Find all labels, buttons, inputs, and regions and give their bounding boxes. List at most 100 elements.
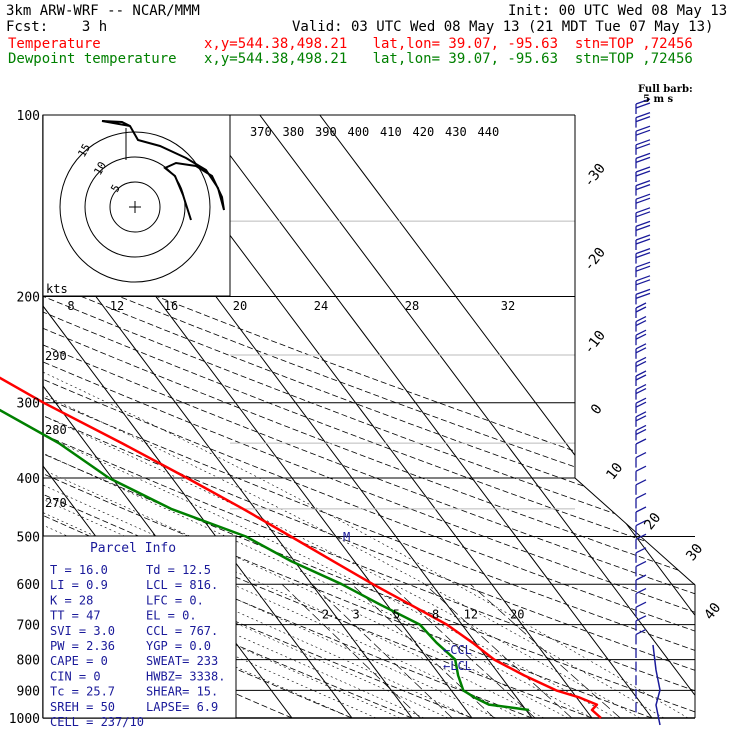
- isotherm-right-label: 40: [701, 600, 724, 623]
- theta-e-label: 370: [250, 125, 272, 139]
- wind-barb-flag: [635, 333, 647, 340]
- isotherm-right-label: -10: [581, 328, 609, 358]
- theta-e-label: 380: [283, 125, 305, 139]
- isotherm-right-label: 0: [588, 401, 606, 417]
- mixing-ratio-label: 12: [464, 608, 478, 622]
- wind-barb-cluster: [652, 644, 661, 726]
- mixing-ratio-label: 2: [322, 608, 329, 622]
- temperature-location: x,y=544.38,498.21 lat,lon= 39.07, -95.63…: [204, 36, 693, 52]
- parcel-info-right: LAPSE= 6.9: [146, 700, 218, 714]
- wind-barb-flag: [635, 415, 647, 422]
- pressure-tick-label: 600: [17, 578, 40, 593]
- pressure-tick-label: 100: [17, 109, 40, 124]
- theta-label: 280: [45, 423, 67, 437]
- wind-barb-flag: [635, 224, 651, 232]
- frame-right: [574, 115, 696, 718]
- wind-barb-flag: [635, 247, 651, 255]
- wind-barb-flag: [635, 234, 651, 241]
- wind-barb-flag: [635, 98, 651, 105]
- moist-adiabat: [43, 296, 665, 718]
- isotherm-line: [43, 115, 353, 718]
- wind-barb-flag: [635, 560, 647, 567]
- wind-barb-flag: [635, 320, 647, 327]
- valid-time: Valid: 03 UTC Wed 08 May 13 (21 MDT Tue …: [292, 19, 714, 35]
- hodograph-units: kts: [46, 282, 68, 296]
- wind-barb-flag: [635, 238, 651, 245]
- isotherm-right-label: -20: [581, 245, 609, 275]
- parcel-info-right: LFC = 0.: [146, 593, 204, 607]
- init-time: Init: 00 UTC Wed 08 May 13: [508, 3, 728, 19]
- wind-barb-flag: [635, 211, 651, 218]
- wind-barb-flag: [635, 574, 647, 581]
- wind-barb-flag: [635, 179, 651, 187]
- wind-barb-flag: [635, 197, 651, 204]
- wind-barb-flag: [635, 279, 651, 286]
- theta-label: 290: [45, 349, 67, 363]
- pressure-tick-label: 900: [17, 684, 40, 699]
- isotherm-line: [199, 115, 653, 718]
- wind-barb-flag: [635, 115, 651, 123]
- wind-barb-flag: [635, 129, 651, 136]
- kts-scale-label: 20: [233, 299, 247, 313]
- wind-barb-flag: [635, 347, 647, 354]
- wind-barb-flag: [635, 166, 651, 173]
- theta-e-label: 440: [478, 125, 500, 139]
- wind-barb-flag: [635, 292, 651, 300]
- hodograph-ring-label: 10: [91, 160, 109, 178]
- kts-scale-label: 8: [67, 299, 74, 313]
- wind-barb-flag: [635, 533, 647, 540]
- wind-barb-flag: [635, 411, 647, 418]
- pressure-tick-label: 1000: [9, 712, 40, 727]
- isotherm-line: [319, 115, 695, 718]
- dewpoint-location: x,y=544.38,498.21 lat,lon= 39.07, -95.63…: [204, 51, 693, 67]
- wind-barb-flag: [635, 588, 647, 595]
- wind-barb-flag: [635, 125, 651, 132]
- isotherm-right-label: 20: [641, 510, 664, 533]
- wind-barb-flag: [635, 397, 647, 404]
- wind-barb-flag: [635, 370, 647, 377]
- wind-barb-flag: [635, 207, 651, 214]
- wind-barb-flag: [635, 183, 651, 191]
- dry-adiabat: [43, 115, 695, 718]
- wind-barb-flag: [635, 547, 647, 554]
- parcel-info-right: SWEAT= 233: [146, 654, 218, 668]
- wind-barb-flag: [635, 401, 647, 408]
- isotherm-right-label: 30: [683, 541, 706, 564]
- m-marker: M: [343, 530, 350, 544]
- parcel-info-left: LI = 0.9: [50, 578, 108, 592]
- parcel-info-left: PW = 2.36: [50, 639, 115, 653]
- mixing-ratio-line: [281, 583, 421, 718]
- moist-adiabat: [43, 296, 521, 718]
- wind-barb-flag: [635, 329, 647, 336]
- parcel-info-right: YGP = 0.0: [146, 639, 211, 653]
- wind-barb-flag: [635, 428, 647, 435]
- kts-scale-label: 16: [164, 299, 178, 313]
- hodograph-trace: [101, 120, 225, 221]
- parcel-info-box: [42, 535, 237, 719]
- pressure-tick-label: 400: [17, 472, 40, 487]
- full-barb-units: 5 m s: [643, 94, 674, 105]
- kts-scale-label: 28: [405, 299, 419, 313]
- dewpoint-legend: Dewpoint temperature: [8, 51, 177, 67]
- lcl-marker: ←LCL: [443, 659, 472, 673]
- theta-e-label: 400: [348, 125, 370, 139]
- dry-adiabat: [43, 115, 653, 718]
- wind-barb-flag: [635, 102, 651, 109]
- temperature-line: [0, 376, 602, 719]
- wind-barb-flag: [635, 465, 647, 472]
- dry-adiabat: [43, 115, 695, 718]
- isotherm-line: [259, 115, 695, 718]
- parcel-info-right: Td = 12.5: [146, 563, 211, 577]
- parcel-info-left: Tc = 25.7: [50, 685, 115, 699]
- parcel-info-left: SREH = 50: [50, 700, 115, 714]
- mixing-ratio-label: 5: [393, 608, 400, 622]
- wind-barb-flag: [635, 356, 647, 363]
- dry-adiabat: [43, 115, 695, 718]
- moist-adiabat: [43, 296, 449, 718]
- parcel-info-left: CIN = 0: [50, 669, 101, 683]
- wind-barb-flag: [635, 152, 651, 160]
- parcel-info-right: LCL = 816.: [146, 578, 218, 592]
- wind-barb-flag: [635, 384, 647, 391]
- wind-barb-flag: [635, 316, 647, 323]
